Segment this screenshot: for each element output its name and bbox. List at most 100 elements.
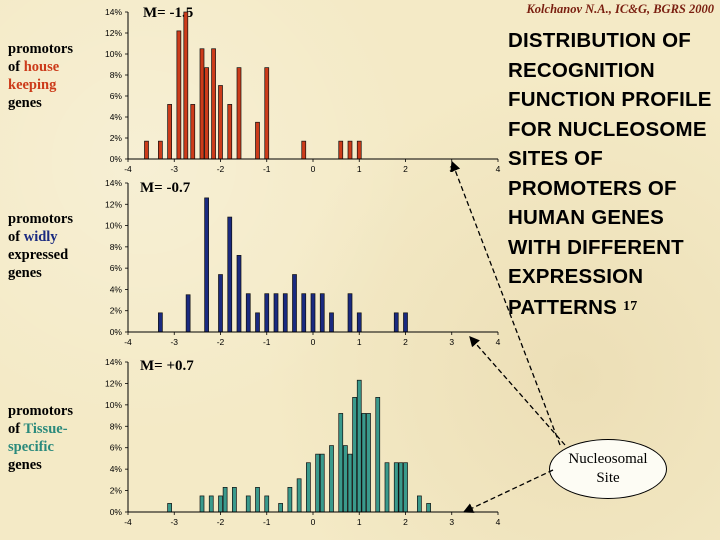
histogram-bar xyxy=(403,312,408,333)
histogram-bar xyxy=(282,293,288,333)
histogram-bar xyxy=(264,495,270,513)
row-label-post: genes xyxy=(8,457,42,473)
histogram-bar xyxy=(199,495,205,513)
y-tick-label: 2% xyxy=(110,306,123,316)
histogram-bar xyxy=(310,293,316,333)
histogram-bar xyxy=(273,293,279,333)
histogram-bar xyxy=(199,48,205,160)
mean-label-widely: M= -0.7 xyxy=(140,180,191,196)
row-label-highlight: widly xyxy=(23,229,58,245)
row-label-tissue: promotors of Tissue-specific genes xyxy=(8,402,88,474)
histogram-bar xyxy=(227,216,233,333)
histogram-bar xyxy=(426,503,431,513)
y-tick-label: 0% xyxy=(110,327,123,337)
row-label-pre: promotors of xyxy=(8,211,73,245)
x-tick-label: -1 xyxy=(263,517,271,527)
y-tick-label: 2% xyxy=(110,486,123,496)
histogram-bar xyxy=(347,293,353,333)
histogram-bar xyxy=(287,487,293,513)
x-tick-label: -4 xyxy=(124,164,132,174)
x-tick-label: 4 xyxy=(496,517,501,527)
histogram-bar xyxy=(211,48,216,160)
histogram-bar xyxy=(384,462,390,513)
histogram-bar xyxy=(356,379,362,513)
y-tick-label: 10% xyxy=(105,221,122,231)
y-tick-label: 12% xyxy=(105,28,122,38)
y-tick-label: 14% xyxy=(105,7,122,17)
histogram-bar xyxy=(361,413,367,513)
histogram-bar xyxy=(167,503,172,513)
y-tick-label: 12% xyxy=(105,378,122,388)
y-tick-label: 0% xyxy=(110,154,123,164)
histogram-bar xyxy=(347,453,353,513)
row-label-pre: promotors of xyxy=(8,403,73,437)
histogram-bar xyxy=(306,462,311,513)
x-tick-label: 3 xyxy=(449,517,454,527)
y-tick-label: 4% xyxy=(110,464,123,474)
histogram-bar xyxy=(183,11,189,160)
x-tick-label: 2 xyxy=(403,337,408,347)
y-tick-label: 6% xyxy=(110,91,123,101)
x-tick-label: 1 xyxy=(357,517,362,527)
histogram-bar xyxy=(264,67,270,160)
x-tick-label: 0 xyxy=(311,517,316,527)
y-tick-label: 4% xyxy=(110,112,123,122)
y-tick-label: 0% xyxy=(110,507,123,517)
x-tick-label: -3 xyxy=(170,164,178,174)
x-tick-label: -2 xyxy=(217,164,225,174)
y-tick-label: 2% xyxy=(110,133,123,143)
histogram-bar xyxy=(255,312,260,333)
histogram-bar xyxy=(218,274,223,333)
callout-arrow xyxy=(469,336,566,446)
x-tick-label: -3 xyxy=(170,517,178,527)
row-label-housekeeping: promotors of house keeping genes xyxy=(8,40,88,112)
slide-title-block: DISTRIBUTION OF RECOGNITION FUNCTION PRO… xyxy=(508,26,718,322)
histogram-bar xyxy=(158,140,163,160)
histogram-bar xyxy=(347,140,353,160)
y-tick-label: 10% xyxy=(105,400,122,410)
histogram-bar xyxy=(338,413,344,513)
y-tick-label: 12% xyxy=(105,199,122,209)
histogram-bar xyxy=(204,67,209,160)
histogram-bar xyxy=(319,453,325,513)
nucleosomal-site-callout: Nucleosomal Site xyxy=(549,439,667,499)
histogram-bar xyxy=(236,255,242,333)
row-label-pre: promotors of xyxy=(8,41,73,75)
y-tick-label: 14% xyxy=(105,178,122,188)
histogram-bar xyxy=(227,104,233,160)
histogram-bar xyxy=(343,445,348,513)
x-tick-label: -3 xyxy=(170,337,178,347)
histogram-bar xyxy=(255,121,260,160)
histogram-bar xyxy=(393,312,399,333)
y-tick-label: 8% xyxy=(110,242,123,252)
histogram-bar xyxy=(255,487,260,513)
histogram-bar xyxy=(278,503,283,513)
mean-label-housekeeping: M= -1.5 xyxy=(143,5,194,21)
histogram-bar xyxy=(218,85,223,160)
histogram-widely-expressed: 0% 2% 4% 6% 8% 10% 12% 14% -4 -3 -2 -1 0 1 2 3 4 xyxy=(105,178,501,347)
y-tick-label: 8% xyxy=(110,421,123,431)
x-tick-label: -4 xyxy=(124,517,132,527)
histogram-housekeeping: 0%2%4%6%8%10%12%14%-4 -3 -2 -1 0 1 2 3 4 xyxy=(105,7,501,174)
y-tick-label: 8% xyxy=(110,70,123,80)
histogram-bar xyxy=(222,487,228,513)
histogram-bar xyxy=(144,140,149,160)
histogram-bar xyxy=(366,413,371,513)
histogram-bar xyxy=(356,312,362,333)
histogram-bar xyxy=(158,312,163,333)
histogram-bar xyxy=(185,294,191,333)
x-tick-label: -2 xyxy=(217,337,225,347)
histogram-bar xyxy=(296,478,302,513)
y-tick-label: 10% xyxy=(105,49,122,59)
x-tick-label: 3 xyxy=(449,337,454,347)
histogram-bar xyxy=(236,67,242,160)
slide-title: DISTRIBUTION OF RECOGNITION FUNCTION PRO… xyxy=(508,29,712,319)
row-label-post: expressed genes xyxy=(8,247,69,281)
x-tick-label: 2 xyxy=(403,164,408,174)
x-tick-label: 4 xyxy=(496,337,501,347)
histogram-bar xyxy=(292,274,297,333)
histogram-bar xyxy=(232,487,237,513)
y-tick-label: 6% xyxy=(110,443,123,453)
x-tick-label: -1 xyxy=(263,337,271,347)
